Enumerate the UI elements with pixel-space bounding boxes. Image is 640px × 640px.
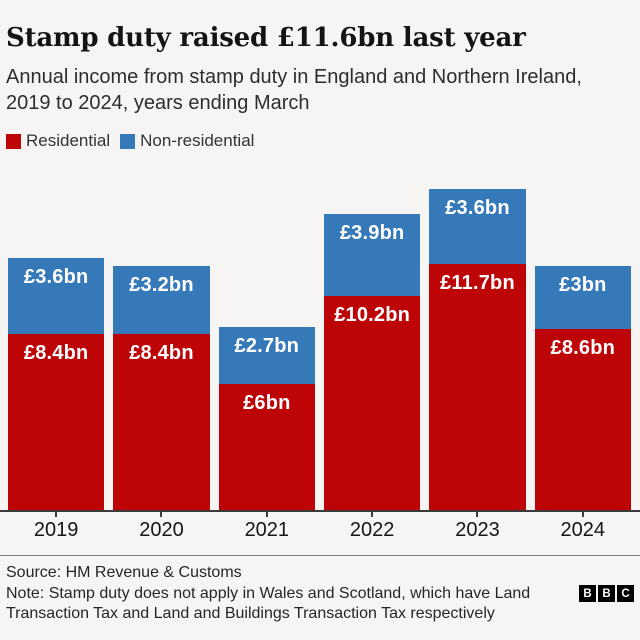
year-label-2021: 2021 [219, 512, 315, 542]
value-label-residential-2024: £8.6bn [550, 337, 616, 360]
legend-item-non-residential: Non-residential [120, 131, 254, 151]
segment-non-residential-2021: £2.7bn [218, 327, 315, 384]
segment-non-residential-2022: £3.9bn [323, 213, 421, 296]
segment-non-residential-2020: £3.2bn [113, 266, 210, 334]
legend-swatch-residential-icon [6, 133, 21, 149]
segment-residential-2020: £8.4bn [113, 333, 210, 510]
year-text: 2021 [244, 519, 290, 541]
year-label-2023: 2023 [429, 512, 525, 542]
tick-mark [265, 512, 268, 517]
value-label-non-residential-2022: £3.9bn [339, 221, 405, 244]
chart-header: Stamp duty raised £11.6bn last year Annu… [0, 0, 640, 151]
value-label-non-residential-2023: £3.6bn [445, 196, 510, 219]
value-label-non-residential-2021: £2.7bn [234, 335, 300, 358]
year-label-2020: 2020 [113, 512, 209, 542]
value-label-residential-2023: £11.7bn [440, 272, 515, 295]
value-label-residential-2020: £8.4bn [129, 341, 194, 364]
year-label-2022: 2022 [324, 512, 420, 542]
bar-2022: £3.9bn £10.2bn [323, 213, 421, 510]
bbc-logo-letter-b1: B [579, 585, 596, 602]
year-text: 2019 [33, 519, 79, 541]
bar-2024: £3bn £8.6bn [534, 266, 631, 510]
x-axis-line [0, 510, 640, 512]
segment-non-residential-2019: £3.6bn [8, 258, 105, 334]
value-label-residential-2021: £6bn [243, 392, 291, 414]
bars-row: £3.6bn £8.4bn £3.2bn £8.4bn £2.7bn [0, 151, 640, 510]
segment-residential-2022: £10.2bn [323, 295, 421, 510]
bar-2023: £3.6bn £11.7bn [429, 188, 526, 510]
chart-subtitle: Annual income from stamp duty in England… [6, 66, 582, 114]
chart-footer: Source: HM Revenue & Customs Note: Stamp… [0, 556, 640, 625]
legend-swatch-non-residential-icon [120, 133, 136, 149]
note-text-line1: Note: Stamp duty does not apply in Wales… [6, 584, 531, 602]
legend-label-residential: Residential [26, 131, 111, 150]
year-label-2024: 2024 [535, 512, 631, 542]
legend-item-residential: Residential [6, 131, 110, 151]
value-label-residential-2019: £8.4bn [23, 341, 89, 364]
segment-non-residential-2024: £3bn [534, 266, 631, 330]
year-label-2019: 2019 [8, 512, 104, 542]
value-label-residential-2022: £10.2bn [334, 303, 411, 326]
bbc-logo-letter-c: C [617, 585, 634, 602]
tick-mark [476, 512, 479, 517]
tick-mark [371, 512, 374, 517]
year-text: 2024 [560, 519, 606, 541]
legend-label-non-residential: Non-residential [140, 131, 255, 150]
bar-2020: £3.2bn £8.4bn [113, 266, 210, 510]
footer-divider [0, 555, 640, 556]
note-text-line2: Transaction Tax and Land and Buildings T… [6, 605, 495, 622]
tick-mark [581, 512, 584, 517]
stacked-bar-chart: £3.6bn £8.4bn £3.2bn £8.4bn £2.7bn [0, 151, 640, 542]
bbc-logo: B B C [579, 585, 634, 602]
segment-residential-2019: £8.4bn [8, 333, 105, 510]
value-label-non-residential-2020: £3.2bn [129, 274, 194, 297]
year-text: 2023 [455, 519, 500, 541]
value-label-non-residential-2024: £3bn [559, 274, 607, 297]
year-text: 2022 [349, 519, 395, 541]
value-label-non-residential-2019: £3.6bn [23, 266, 89, 289]
legend: Residential Non-residential [6, 131, 632, 151]
bar-2021: £2.7bn £6bn [218, 327, 315, 510]
bbc-logo-letter-b2: B [598, 585, 615, 602]
page-title: Stamp duty raised £11.6bn last year [6, 23, 526, 53]
segment-non-residential-2023: £3.6bn [429, 188, 526, 265]
x-axis-labels: 2019 2020 2021 2022 2023 2024 [0, 512, 640, 542]
segment-residential-2024: £8.6bn [534, 329, 631, 510]
tick-mark [160, 512, 163, 517]
bar-2019: £3.6bn £8.4bn [8, 258, 105, 510]
footer-notes: Source: HM Revenue & Customs Note: Stamp… [6, 563, 530, 625]
segment-residential-2023: £11.7bn [429, 264, 526, 510]
year-text: 2020 [139, 519, 184, 541]
source-text: Source: HM Revenue & Customs [6, 564, 242, 581]
tick-mark [55, 512, 58, 517]
segment-residential-2021: £6bn [218, 384, 315, 510]
